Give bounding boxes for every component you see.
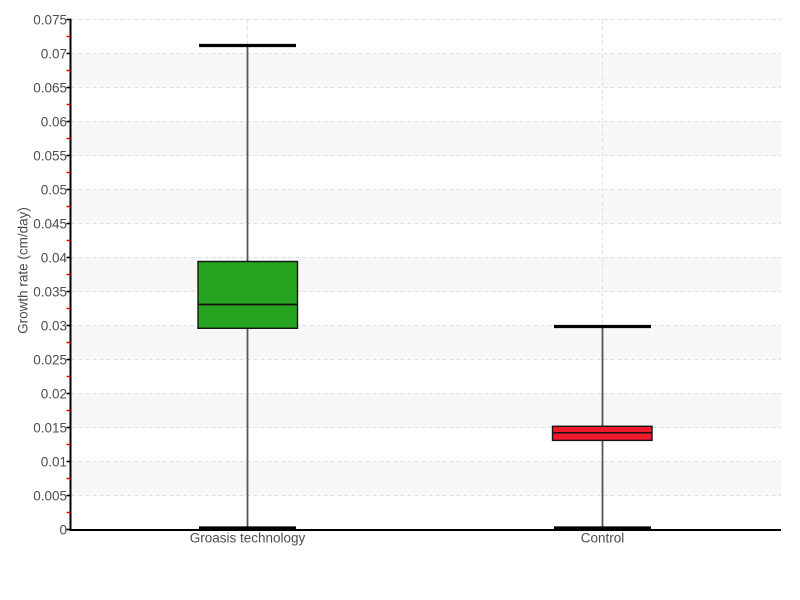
svg-text:Groasis technology: Groasis technology xyxy=(190,531,306,546)
svg-text:0.015: 0.015 xyxy=(33,421,67,436)
svg-text:0.045: 0.045 xyxy=(33,217,67,232)
svg-text:0.06: 0.06 xyxy=(41,115,67,130)
svg-text:0.005: 0.005 xyxy=(33,489,67,504)
svg-text:0.025: 0.025 xyxy=(33,353,67,368)
svg-text:Growth rate (cm/day): Growth rate (cm/day) xyxy=(16,207,31,334)
svg-text:0.03: 0.03 xyxy=(41,319,67,334)
svg-text:0.01: 0.01 xyxy=(41,455,67,470)
svg-text:0: 0 xyxy=(59,523,67,538)
svg-text:0.075: 0.075 xyxy=(33,13,67,28)
svg-text:0.04: 0.04 xyxy=(41,251,68,266)
svg-text:0.035: 0.035 xyxy=(33,285,67,300)
svg-text:0.02: 0.02 xyxy=(41,387,67,402)
svg-text:0.07: 0.07 xyxy=(41,47,67,62)
svg-text:0.055: 0.055 xyxy=(33,149,67,164)
svg-text:0.065: 0.065 xyxy=(33,81,67,96)
svg-text:Control: Control xyxy=(581,531,625,546)
svg-text:0.05: 0.05 xyxy=(41,183,67,198)
